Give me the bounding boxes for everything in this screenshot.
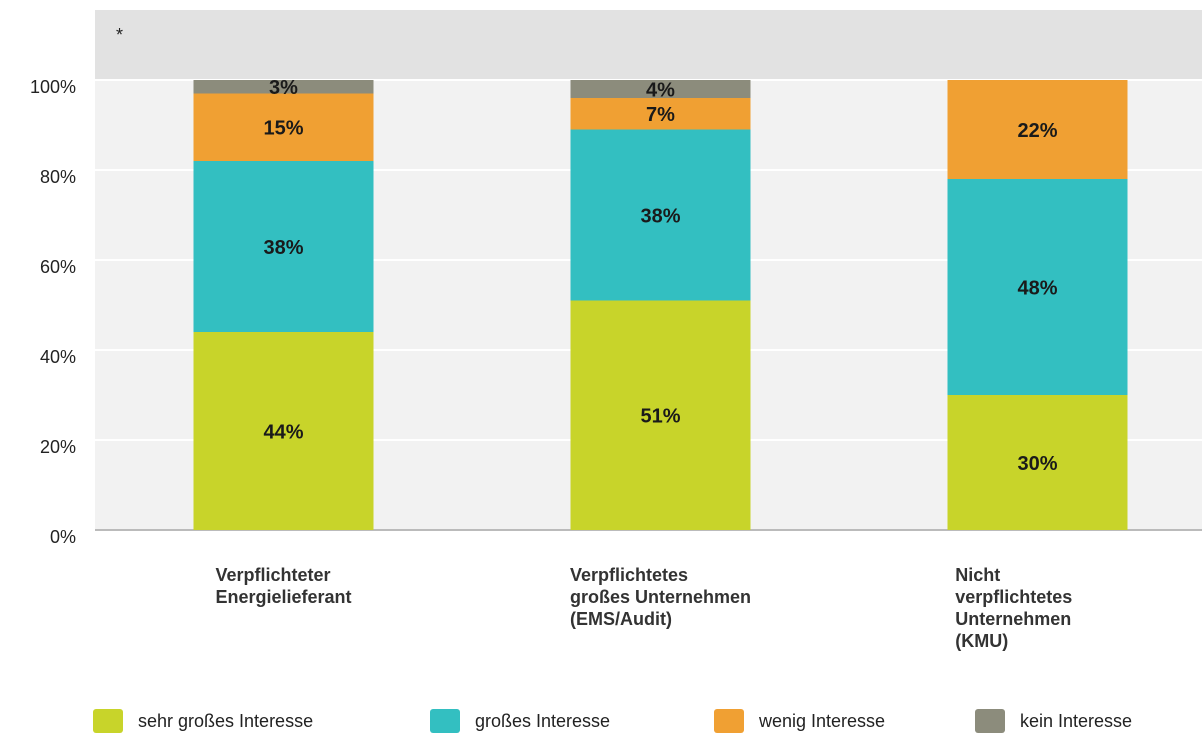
y-tick-label: 20% [40, 437, 76, 457]
legend-label: kein Interesse [1020, 711, 1132, 731]
header-band [95, 10, 1202, 80]
value-label: 38% [263, 237, 303, 259]
bar-segment [947, 179, 1128, 395]
legend-label: sehr großes Interesse [138, 711, 313, 731]
value-label: 15% [263, 118, 303, 140]
bar-segment [570, 129, 751, 301]
y-tick-label: 40% [40, 347, 76, 367]
value-label: 3% [269, 77, 298, 99]
value-label: 7% [646, 104, 675, 126]
value-label: 30% [1017, 453, 1057, 475]
legend-label: wenig Interesse [758, 711, 885, 731]
bar-segment [570, 80, 751, 98]
bar-segment [193, 332, 374, 530]
y-tick-label: 100% [30, 77, 76, 97]
x-tick-label: Verpflichteter Energielieferant [215, 565, 352, 607]
legend-swatch [93, 709, 123, 733]
bar-segment [570, 98, 751, 130]
bar-segment [193, 93, 374, 161]
y-tick-label: 60% [40, 257, 76, 277]
bar-segment [947, 80, 1128, 179]
y-tick-label: 0% [50, 527, 76, 547]
value-label: 38% [640, 205, 680, 227]
x-tick-label: Verpflichtetes großes Unternehmen (EMS/A… [569, 565, 752, 629]
legend-swatch [975, 709, 1005, 733]
bar-segment [193, 80, 374, 94]
bar-segment [570, 300, 751, 530]
y-tick-label: 80% [40, 167, 76, 187]
bar-segment [947, 395, 1128, 530]
value-label: 44% [263, 421, 303, 443]
x-tick-label: Nicht verpflichtetes Unternehmen (KMU) [955, 565, 1073, 651]
value-label: 4% [646, 79, 675, 101]
legend-swatch [430, 709, 460, 733]
legend-swatch [714, 709, 744, 733]
bar-segment [193, 161, 374, 332]
value-label: 51% [640, 406, 680, 428]
value-label: 22% [1017, 120, 1057, 142]
legend-label: großes Interesse [475, 711, 610, 731]
note: * [116, 25, 123, 45]
value-label: 48% [1017, 277, 1057, 299]
